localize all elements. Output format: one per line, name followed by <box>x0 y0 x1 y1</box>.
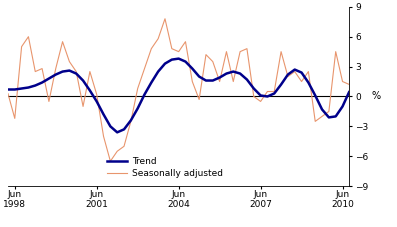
Legend: Trend, Seasonally adjusted: Trend, Seasonally adjusted <box>107 157 223 178</box>
Y-axis label: %: % <box>372 91 381 101</box>
